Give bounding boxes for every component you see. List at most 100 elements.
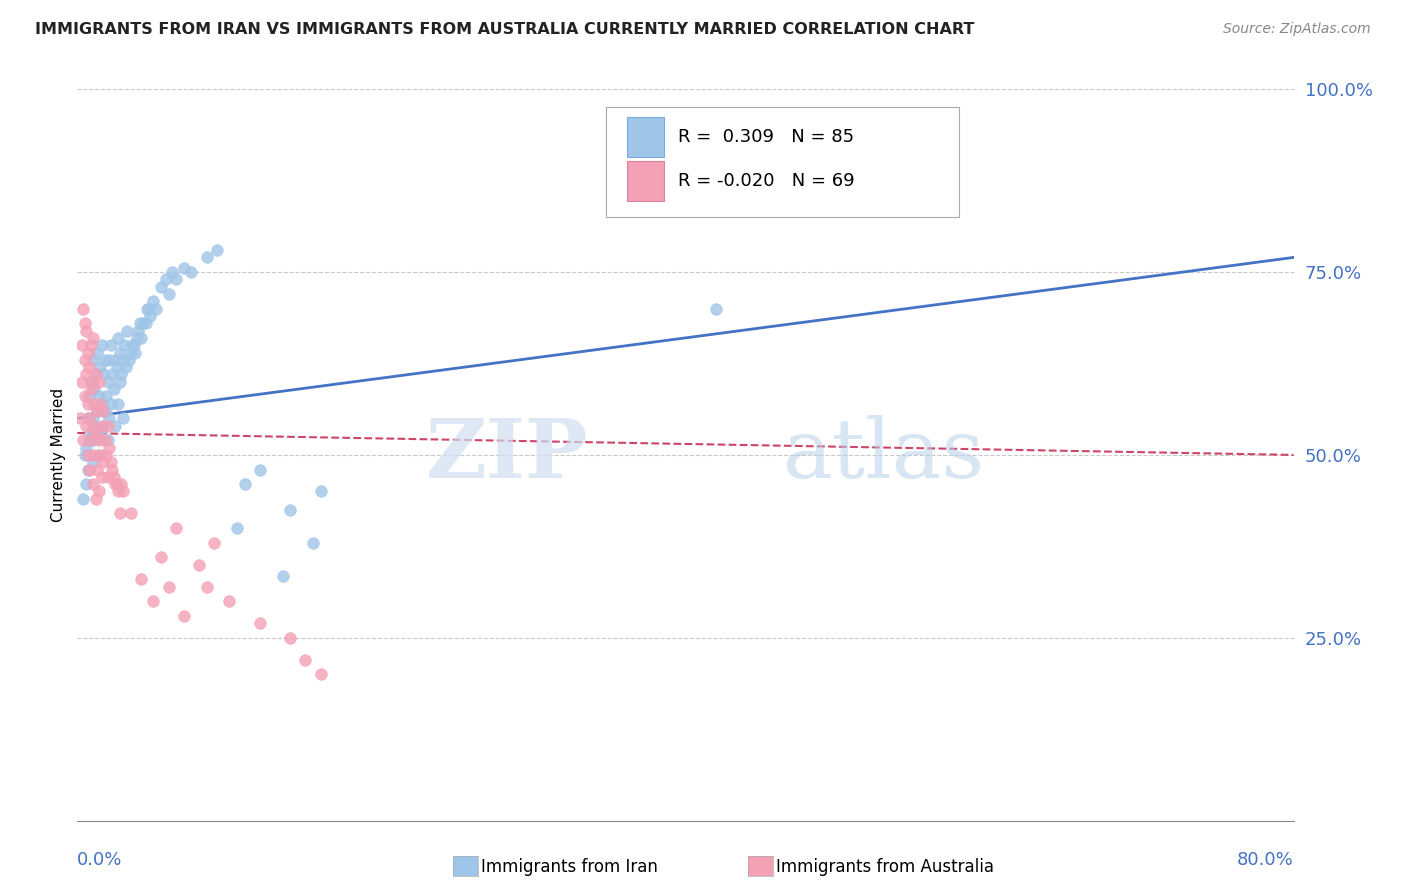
Point [97, 434, 120, 448]
Point [111, 484, 134, 499]
Point [91, 368, 114, 382]
Point [249, 616, 271, 631]
Text: 80.0%: 80.0% [1237, 851, 1294, 869]
Point [73, 352, 96, 367]
Point [83, 382, 105, 396]
Point [97, 375, 120, 389]
Y-axis label: Currently Married: Currently Married [51, 388, 66, 522]
Point [704, 301, 727, 316]
Point [233, 477, 256, 491]
Point [129, 572, 152, 586]
Point [142, 594, 165, 608]
Point [91, 455, 114, 469]
Point [108, 375, 131, 389]
Point [87, 448, 110, 462]
Point [77, 345, 100, 359]
Point [104, 477, 127, 491]
Point [97, 418, 120, 433]
Point [86, 404, 108, 418]
Text: 0.0%: 0.0% [77, 851, 122, 869]
Point [93, 404, 115, 418]
Point [127, 324, 149, 338]
Point [91, 404, 114, 418]
Point [72, 491, 94, 506]
Point [110, 477, 132, 491]
Point [101, 462, 124, 476]
Point [77, 462, 100, 476]
Point [117, 324, 139, 338]
Point [149, 550, 172, 565]
Point [75, 368, 97, 382]
Point [145, 301, 167, 316]
Point [87, 389, 110, 403]
Point [271, 568, 294, 582]
Text: Source: ZipAtlas.com: Source: ZipAtlas.com [1223, 22, 1371, 37]
Point [294, 653, 316, 667]
Point [165, 272, 187, 286]
Point [173, 261, 195, 276]
Point [89, 397, 111, 411]
Point [84, 491, 107, 506]
Point [107, 331, 129, 345]
Point [644, 133, 666, 147]
Point [82, 375, 104, 389]
Point [139, 309, 162, 323]
Point [105, 360, 128, 375]
Point [107, 397, 129, 411]
Point [70, 375, 93, 389]
Point [98, 411, 121, 425]
Point [157, 287, 180, 301]
Point [108, 345, 131, 359]
Point [91, 418, 114, 433]
Text: R = -0.020   N = 69: R = -0.020 N = 69 [678, 171, 855, 190]
Point [80, 382, 103, 396]
Point [86, 404, 108, 418]
Text: atlas: atlas [783, 415, 984, 495]
Bar [627, 161, 664, 201]
Bar [627, 117, 664, 157]
Point [103, 382, 125, 396]
Point [83, 397, 105, 411]
Point [218, 594, 240, 608]
Point [80, 375, 103, 389]
Point [149, 279, 172, 293]
Point [79, 434, 101, 448]
Point [108, 507, 131, 521]
Point [84, 368, 107, 382]
Point [90, 470, 112, 484]
Point [100, 338, 122, 352]
Point [96, 448, 118, 462]
Point [111, 411, 134, 425]
Point [93, 434, 115, 448]
Point [80, 434, 103, 448]
Point [278, 503, 301, 517]
Point [82, 477, 104, 491]
Point [103, 470, 125, 484]
Point [77, 411, 100, 425]
Point [105, 477, 128, 491]
Point [77, 397, 100, 411]
Point [205, 243, 228, 257]
Point [82, 331, 104, 345]
Point [80, 338, 103, 352]
Point [84, 425, 107, 440]
Point [128, 316, 150, 330]
Point [87, 375, 110, 389]
Point [79, 411, 101, 425]
Point [86, 345, 108, 359]
Point [89, 360, 111, 375]
Point [75, 324, 97, 338]
Point [84, 368, 107, 382]
Point [72, 434, 94, 448]
Point [75, 477, 97, 491]
Point [202, 535, 225, 549]
Point [87, 484, 110, 499]
Point [114, 338, 136, 352]
Point [82, 352, 104, 367]
Point [138, 301, 160, 316]
Point [135, 316, 157, 330]
Point [110, 368, 132, 382]
Point [98, 352, 121, 367]
Point [118, 352, 141, 367]
Point [122, 338, 145, 352]
